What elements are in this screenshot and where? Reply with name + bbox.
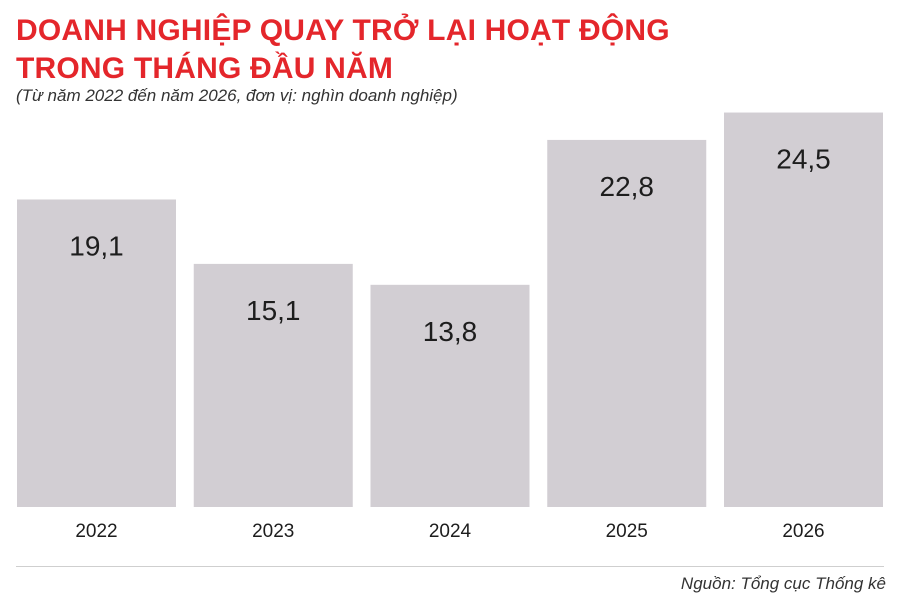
value-label-2022: 19,1 — [69, 230, 124, 261]
bar-2023 — [193, 263, 353, 507]
source-note: Nguồn: Tổng cục Thống kê — [680, 574, 886, 593]
bar-2024 — [370, 284, 530, 507]
x-tick-2025: 2025 — [606, 521, 648, 542]
footer-divider — [16, 566, 884, 567]
bar-chart: 19,1 2022 15,1 2023 13,8 2024 22,8 2025 24,5 2026 — [17, 112, 883, 542]
bar-2022 — [17, 199, 176, 507]
title-line-2: TRONG THÁNG ĐẦU NĂM — [16, 52, 394, 85]
x-tick-2026: 2026 — [782, 521, 824, 542]
title-line-1: DOANH NGHIỆP QUAY TRỞ LẠI HOẠT ĐỘNG — [16, 14, 670, 47]
x-tick-2022: 2022 — [75, 521, 117, 542]
value-label-2023: 15,1 — [246, 295, 301, 326]
chart-title: DOANH NGHIỆP QUAY TRỞ LẠI HOẠT ĐỘNG TRON… — [16, 12, 876, 88]
bar-2026 — [724, 112, 883, 508]
x-tick-2024: 2024 — [429, 521, 472, 542]
value-label-2026: 24,5 — [776, 144, 831, 175]
x-tick-2023: 2023 — [252, 521, 294, 542]
value-label-2024: 13,8 — [423, 316, 478, 347]
bar-2025 — [547, 139, 707, 508]
chart-subtitle: (Từ năm 2022 đến năm 2026, đơn vị: nghìn… — [16, 86, 458, 105]
value-label-2025: 22,8 — [600, 171, 655, 202]
